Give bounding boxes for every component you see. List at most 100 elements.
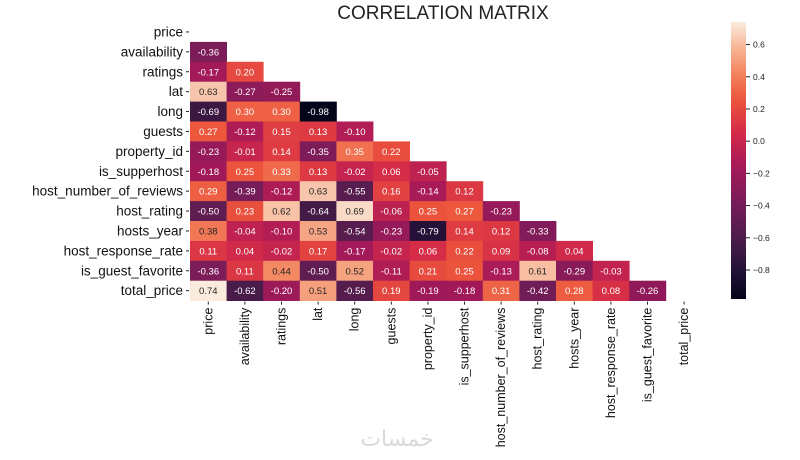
x-tick-label-total_price: total_price [677,308,691,366]
heatmap-cell-host_response_rate-price [190,240,227,262]
heatmap-cell-value: -0.50 [197,207,219,218]
x-tick-label-host_number_of_reviews: host_number_of_reviews [494,308,508,448]
heatmap-cell-hosts_year-availability [226,221,264,242]
x-tick-label-host_response_rate: host_response_rate [604,308,618,419]
heatmap-cell-value: 0.31 [492,286,511,297]
heatmap-cell-value: -0.50 [307,266,329,277]
heatmap-cell-value: 0.21 [419,266,438,277]
heatmap-cell-value: 0.52 [345,266,364,277]
heatmap-cell-value: -0.02 [271,246,293,257]
heatmap-cell-value: -0.18 [197,167,219,178]
heatmap-cell-is_supperhost-ratings [263,161,301,182]
heatmap-cell-value: 0.69 [345,207,364,218]
heatmap-cell-is_supperhost-lat [299,161,337,182]
heatmap-cell-value: -0.62 [234,286,256,297]
heatmap-cell-value: -0.39 [234,187,256,198]
heatmap-cell-hosts_year-long [336,221,374,242]
heatmap-cell-value: -0.18 [454,286,476,297]
heatmap-cell-value: -0.25 [271,87,293,98]
y-tick-label-is_guest_favorite: is_guest_favorite [81,263,183,278]
heatmap-cell-is_guest_favorite-host_rating [519,260,557,282]
x-tick-label-is_guest_favorite: is_guest_favorite [641,308,655,403]
heatmap-cell-value: 0.28 [565,286,584,297]
heatmap-cell-value: 0.15 [272,127,291,138]
heatmap-cell-host_rating-ratings [263,201,301,222]
heatmap-cell-host_response_rate-host_number_of_reviews [482,240,520,262]
heatmap-cell-value: 0.23 [236,207,255,218]
heatmap-cell-property_id-guests [373,141,410,162]
heatmap-cell-availability-price [190,41,227,63]
heatmap-cell-lat-price [190,81,227,102]
heatmap-cell-host_response_rate-ratings [263,240,301,262]
heatmap-cell-value: -0.10 [271,226,293,237]
x-tick-label-hosts_year: hosts_year [567,308,581,369]
heatmap-cell-value: 0.25 [419,207,438,218]
heatmap-cell-value: 0.12 [455,187,474,198]
heatmap-cell-value: 0.12 [492,226,511,237]
heatmap-cell-hosts_year-property_id [409,221,447,242]
heatmap-cell-total_price-long [336,280,374,301]
heatmap-cell-host_number_of_reviews-guests [373,181,410,202]
heatmap-cell-guests-availability [226,121,264,142]
heatmap-cell-value: 0.35 [345,147,364,158]
colorbar-tick-label: −0.4 [753,201,770,211]
heatmap-cell-is_guest_favorite-lat [299,260,337,282]
heatmap-cell-total_price-guests [373,280,410,301]
heatmap-cell-value: 0.27 [199,127,218,138]
heatmap-cell-is_guest_favorite-host_number_of_reviews [482,260,520,282]
heatmap-cell-value: -0.42 [527,286,549,297]
heatmap-cell-value: -0.36 [197,47,219,58]
heatmap-cell-host_response_rate-availability [226,240,264,262]
heatmap-cell-value: -0.02 [380,246,402,257]
heatmap-cell-value: 0.06 [419,246,438,257]
y-tick-label-hosts_year: hosts_year [117,223,184,238]
heatmap-cell-guests-lat [299,121,337,142]
y-tick-label-host_number_of_reviews: host_number_of_reviews [32,184,183,199]
colorbar-tick-label: 0.4 [753,72,765,82]
heatmap-cell-value: 0.30 [236,107,255,118]
heatmap-cell-total_price-price [190,280,227,301]
heatmap-cell-value: 0.62 [272,207,291,218]
heatmap-cell-total_price-hosts_year [556,280,593,301]
heatmap-cell-host_number_of_reviews-property_id [409,181,447,202]
heatmap-cell-value: 0.13 [309,127,328,138]
heatmap-cell-host_response_rate-host_rating [519,240,557,262]
y-tick-label-long: long [157,104,183,119]
x-tick-label-ratings: ratings [275,308,289,346]
heatmap-cell-value: 0.11 [199,246,217,257]
heatmap-cell-value: -0.05 [417,167,439,178]
heatmap-cell-host_response_rate-is_supperhost [446,240,484,262]
heatmap-cell-value: -0.01 [234,147,256,158]
heatmap-cell-property_id-lat [299,141,337,162]
heatmap-cell-hosts_year-guests [373,221,410,242]
heatmap-cell-value: 0.63 [199,87,218,98]
heatmap-cell-value: -0.69 [197,107,219,118]
heatmap-cell-is_guest_favorite-is_supperhost [446,260,484,282]
x-tick-label-guests: guests [384,308,398,345]
heatmap-cell-hosts_year-host_number_of_reviews [482,221,520,242]
heatmap-cell-value: -0.35 [307,147,329,158]
x-tick-label-host_rating: host_rating [531,308,545,370]
heatmap-cell-total_price-property_id [409,280,447,301]
heatmap-cell-host_response_rate-long [336,240,374,262]
heatmap-cell-value: 0.61 [528,266,547,277]
heatmap-cell-guests-price [190,121,227,142]
colorbar: −0.8 −0.6 −0.4 −0.2 0.0 0.2 0.4 0.6 [731,22,770,299]
colorbar-tick-label: 0.6 [753,40,765,50]
heatmap-cell-value: 0.14 [455,226,474,237]
heatmap-cell-host_response_rate-property_id [409,240,447,262]
heatmap-cell-value: 0.14 [272,147,291,158]
heatmap-cell-is_guest_favorite-long [336,260,374,282]
chart-title: CORRELATION MATRIX [337,3,549,24]
heatmap-cell-value: 0.33 [272,167,291,178]
heatmap-cell-value: -0.03 [600,266,622,277]
heatmap-cell-value: -0.04 [234,226,256,237]
colorbar-tick-label: −0.6 [753,233,770,243]
heatmap-cell-host_rating-lat [299,201,337,222]
heatmap-cell-host_number_of_reviews-is_supperhost [446,181,484,202]
heatmap-cell-value: -0.23 [490,207,512,218]
heatmap-cell-host_rating-price [190,201,227,222]
colorbar-tick-label: 0.2 [753,104,765,114]
heatmap-cell-property_id-price [190,141,227,162]
heatmap-cell-value: 0.06 [382,167,401,178]
